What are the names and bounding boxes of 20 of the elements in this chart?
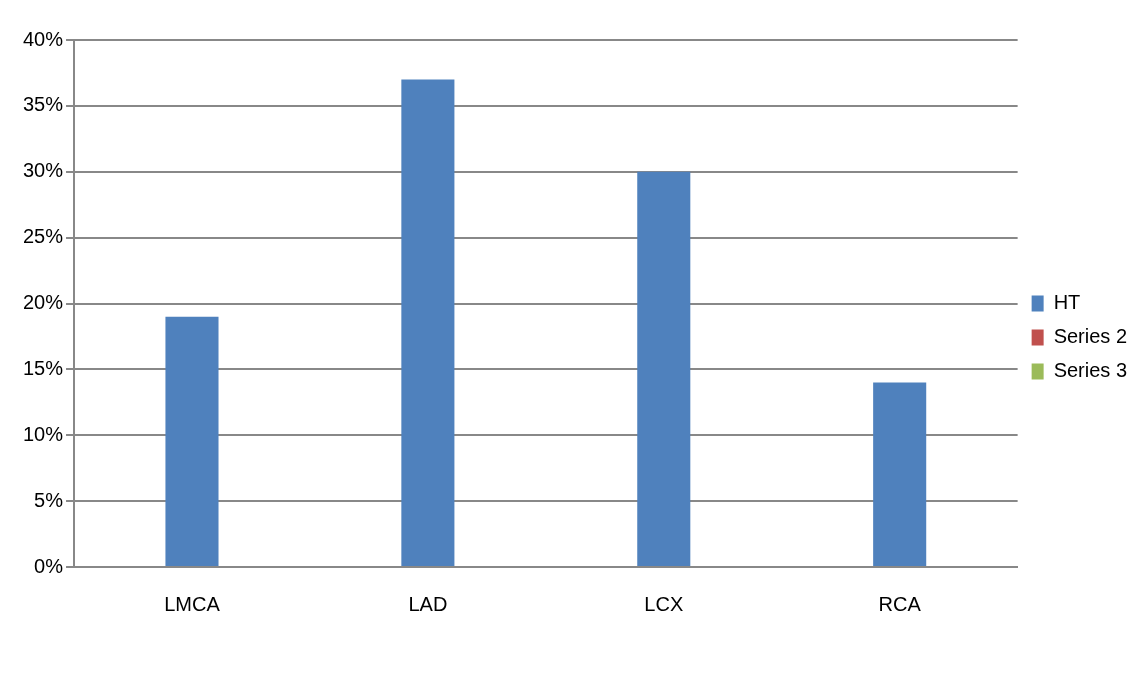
y-tick-label: 40% xyxy=(23,27,64,50)
y-tick-label: 25% xyxy=(23,225,64,248)
y-tick-label: 30% xyxy=(23,159,64,182)
bar xyxy=(401,79,455,566)
x-tick-label: LCX xyxy=(644,592,684,615)
y-tick-label: 35% xyxy=(23,93,64,116)
x-tick-label: RCA xyxy=(878,592,922,615)
y-tick-label: 20% xyxy=(23,291,64,314)
legend-label: Series 2 xyxy=(1053,325,1128,348)
y-tick-label: 15% xyxy=(23,356,64,379)
legend-label: Series 3 xyxy=(1053,359,1128,382)
y-tick-label: 5% xyxy=(34,488,64,511)
bar xyxy=(873,382,927,566)
legend-label: HT xyxy=(1053,291,1081,314)
bar xyxy=(165,316,219,566)
x-tick-label: LAD xyxy=(408,592,448,615)
y-tick-label: 10% xyxy=(23,422,64,445)
x-tick-label: LMCA xyxy=(164,592,221,615)
bar xyxy=(637,171,691,566)
y-tick-label: 0% xyxy=(34,554,64,577)
